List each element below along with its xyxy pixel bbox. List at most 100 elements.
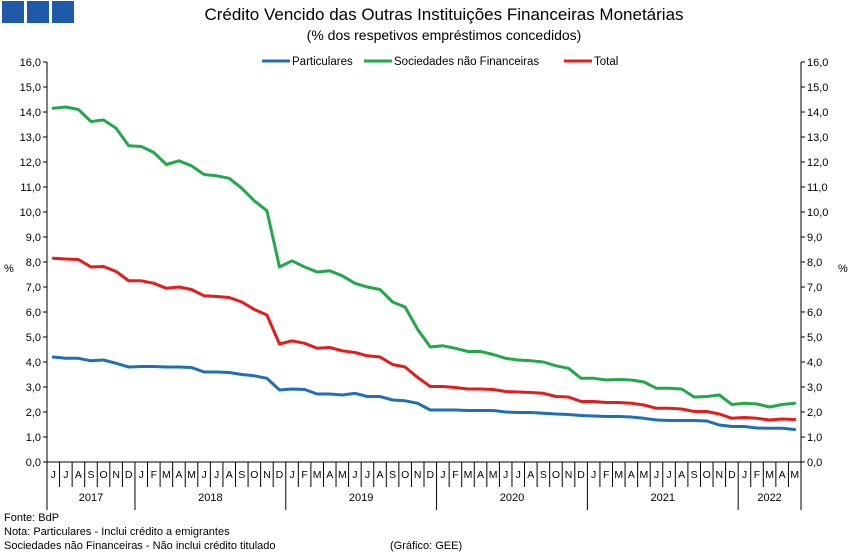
x-month-label: M [640,469,649,481]
y-tick-label-left: 3,0 [26,382,41,394]
y-tick-label-left: 14,0 [20,107,41,119]
x-year-label: 2020 [500,492,524,504]
x-month-label: O [250,469,258,481]
x-month-label: O [703,469,711,481]
x-month-label: D [577,469,585,481]
x-month-label: J [742,469,747,481]
x-month-label: J [516,469,521,481]
y-tick-label-right: 8,0 [807,257,822,269]
x-month-label: M [187,469,196,481]
x-month-label: J [289,469,294,481]
x-month-label: J [51,469,56,481]
y-tick-label-right: 2,0 [807,407,822,419]
y-tick-label-right: 9,0 [807,232,822,244]
logo-square-3 [52,1,74,23]
x-year-label: 2017 [79,492,103,504]
x-month-label: M [790,469,799,481]
x-year-label: 2022 [757,492,781,504]
logo-square-1 [2,1,24,23]
x-month-label: M [464,469,473,481]
y-tick-label-right: 3,0 [807,382,822,394]
y-tick-label-left: 10,0 [20,207,41,219]
legend-label-particulares: Particulares [292,56,353,68]
legend-label-total: Total [594,56,618,68]
x-month-label: D [728,469,736,481]
x-year-label: 2019 [349,492,373,504]
x-month-label: J [201,469,206,481]
x-month-label: A [477,469,484,481]
x-month-label: M [765,469,774,481]
x-month-label: A [226,469,233,481]
chart-title: Crédito Vencido das Outras Instituições … [204,5,683,24]
x-month-label: D [426,469,434,481]
y-tick-label-left: 9,0 [26,232,41,244]
y-tick-label-right: 14,0 [807,107,828,119]
x-month-label: S [691,469,698,481]
x-month-label: J [666,469,671,481]
x-month-label: F [151,469,157,481]
legend-label-sociedades: Sociedades não Financeiras [394,56,539,68]
x-month-label: A [75,469,82,481]
x-month-label: N [263,469,271,481]
x-month-label: F [603,469,609,481]
x-month-label: A [779,469,786,481]
x-month-label: A [175,469,182,481]
y-tick-label-left: 16,0 [20,57,41,69]
y-tick-label-right: 15,0 [807,82,828,94]
legend: Particulares Sociedades não Financeiras … [262,56,618,68]
x-month-label: N [414,469,422,481]
series-line-1 [51,355,797,431]
y-tick-label-left: 2,0 [26,407,41,419]
x-month-label: A [527,469,534,481]
y-tick-label-right: 1,0 [807,432,822,444]
x-month-label: S [540,469,547,481]
y-tick-label-right: 7,0 [807,282,822,294]
x-month-label: A [377,469,384,481]
y-tick-label-left: 11,0 [20,182,41,194]
y-tick-label-left: 4,0 [26,357,41,369]
x-month-label: J [591,469,596,481]
series-lines [51,105,797,431]
x-month-label: M [489,469,498,481]
y-tick-label-right: 0,0 [807,457,822,469]
x-month-label: J [139,469,144,481]
series-line-2 [51,105,797,409]
x-year-label: 2018 [198,492,222,504]
y-tick-label-right: 12,0 [807,157,828,169]
y-tick-label-right: 5,0 [807,332,822,344]
x-month-label: F [754,469,760,481]
y-axis-unit-right: % [838,263,848,275]
note-particulares: Nota: Particulares - Inclui crédito a em… [4,526,230,538]
y-tick-label-left: 15,0 [20,82,41,94]
x-year-label: 2021 [651,492,675,504]
y-tick-label-left: 6,0 [26,307,41,319]
x-month-label: J [654,469,659,481]
y-tick-label-right: 6,0 [807,307,822,319]
x-month-label: O [99,469,107,481]
chart-subtitle: (% dos respetivos empréstimos concedidos… [307,27,582,43]
x-month-label: J [214,469,219,481]
x-month-label: N [112,469,120,481]
y-tick-label-left: 5,0 [26,332,41,344]
y-tick-label-right: 16,0 [807,57,828,69]
y-tick-label-right: 13,0 [807,132,828,144]
y-axis-unit-left: % [4,263,14,275]
chart-credit: (Gráfico: GEE) [390,540,462,552]
x-month-label: M [162,469,171,481]
series-line-3 [51,256,797,422]
x-month-label: F [452,469,458,481]
x-month-label: N [565,469,573,481]
x-month-label: J [352,469,357,481]
note-sociedades: Sociedades não Financeiras - Não inclui … [4,540,276,552]
logo [2,1,74,23]
y-tick-label-left: 13,0 [20,132,41,144]
x-month-label: O [552,469,560,481]
x-month-label: M [338,469,347,481]
x-month-label: S [238,469,245,481]
logo-square-2 [27,1,49,23]
x-month-label: A [326,469,333,481]
x-month-label: O [401,469,409,481]
x-month-label: J [503,469,508,481]
y-tick-label-right: 11,0 [807,182,828,194]
